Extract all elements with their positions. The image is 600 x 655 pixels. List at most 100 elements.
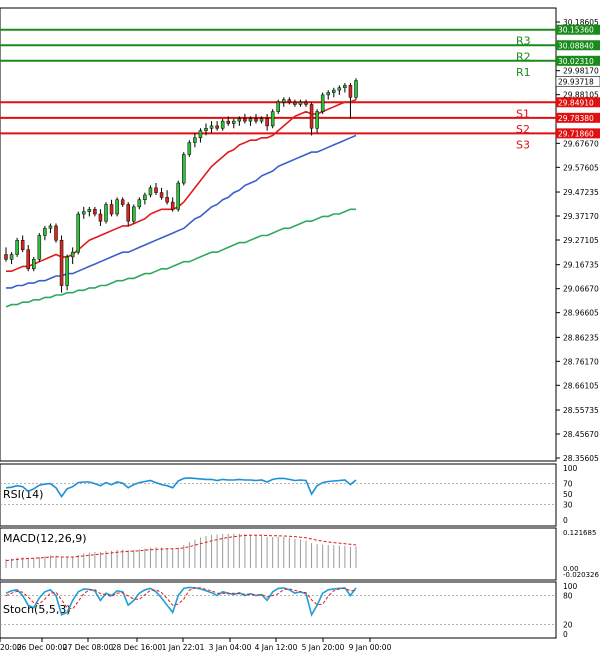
time-tick-label: 5 Jan 20:00 <box>302 643 345 652</box>
candle-body <box>193 137 197 143</box>
rsi-panel-frame <box>0 463 557 527</box>
candle-body <box>26 249 30 270</box>
candle-body <box>126 204 130 222</box>
candle-body <box>115 199 119 215</box>
price-tick-label: 28.55735 <box>563 406 599 415</box>
price-tick-label: 29.06670 <box>563 285 599 294</box>
candle-body <box>354 80 358 98</box>
candle-body <box>98 213 103 222</box>
candle-body <box>132 206 136 222</box>
ma-blue-line <box>6 134 357 289</box>
rsi-title: RSI(14) <box>3 488 43 501</box>
level-tag <box>556 112 600 123</box>
time-tick-label: 9 Jan 00:00 <box>349 643 392 652</box>
candle-body <box>220 120 225 129</box>
candle-body <box>348 85 353 98</box>
candle-body <box>32 259 36 270</box>
macd-tick-label: 0.00 <box>563 565 579 573</box>
current-price-label: 29.93718 <box>558 77 594 86</box>
time-tick-label: 4 Jan 12:00 <box>255 643 298 652</box>
candle-body <box>226 120 230 124</box>
rsi-tick-label: 70 <box>563 480 573 489</box>
macd-series: 0.121685 0.00-0.020326 <box>5 529 599 579</box>
candle-body <box>65 256 69 286</box>
price-tick-label: 29.98170 <box>563 67 599 76</box>
candle-body <box>232 120 236 124</box>
candle-body <box>315 111 319 129</box>
rsi-tick-label: 50 <box>563 490 573 499</box>
price-tick-label: 29.16735 <box>563 261 599 270</box>
candle-body <box>93 209 97 215</box>
level-tag <box>556 97 600 108</box>
stoch-title: Stoch(5,5,3) <box>3 603 71 616</box>
rsi-tick-label: 30 <box>563 500 573 509</box>
price-tick-label: 29.37170 <box>563 212 599 221</box>
stoch-panel-frame <box>0 581 557 639</box>
candle-body <box>265 118 269 127</box>
macd-panel: MACD(12,26,9) 0.121685 0.00-0.020326 <box>0 527 599 581</box>
stoch-tick-label: 80 <box>563 592 573 601</box>
candle-body <box>120 199 125 205</box>
price-tick-label: 29.47235 <box>563 188 599 197</box>
rsi-tick-label: 0 <box>563 516 568 525</box>
ma-red-line <box>6 98 357 273</box>
level-tag-label: 29.71860 <box>558 129 594 138</box>
macd-signal-line <box>5 534 357 562</box>
candle-body <box>82 211 86 215</box>
macd-title: MACD(12,26,9) <box>3 532 87 545</box>
candle-body <box>37 235 42 260</box>
candle-body <box>259 118 264 122</box>
candle-body <box>276 101 280 112</box>
price-tick-label: 30.18605 <box>563 18 599 27</box>
candle-body <box>309 104 314 129</box>
candle-body <box>104 204 108 222</box>
time-tick-label: 1 Jan 22:01 <box>162 643 205 652</box>
stoch-d-line <box>5 587 357 610</box>
candle-body <box>137 199 142 208</box>
candle-body <box>287 99 292 103</box>
level-tag <box>556 24 600 35</box>
level-tag-label: 30.15360 <box>558 26 594 35</box>
candle-body <box>204 128 208 131</box>
candle-body <box>243 118 247 122</box>
level-tag-label: 29.84910 <box>558 98 594 107</box>
level-tag <box>556 128 600 139</box>
candle-body <box>9 254 14 260</box>
level-price-tags: 30.15360 30.08840 30.02310 29.84910 29.78380… <box>555 24 600 139</box>
candle-body <box>343 85 347 89</box>
candle-body <box>143 194 147 200</box>
stoch-tick-label: 20 <box>563 620 573 629</box>
level-tag-label: 30.08840 <box>558 41 594 50</box>
stoch-tick-label: 0 <box>563 630 568 639</box>
macd-tick-label: 0.121685 <box>563 529 596 537</box>
rsi-tick-label: 100 <box>563 464 578 473</box>
stoch-tick-label: 100 <box>563 582 578 591</box>
price-tick-label: 28.66105 <box>563 381 599 390</box>
level-tag <box>556 55 600 66</box>
candle-body <box>165 197 169 203</box>
candle-body <box>304 101 308 105</box>
candle-body <box>282 99 286 103</box>
candle-body <box>87 209 92 212</box>
candle-body <box>215 125 219 129</box>
level-name: R1 <box>516 66 531 79</box>
candle-body <box>20 239 25 251</box>
time-tick-label: 26 Dec 00:00 <box>17 643 68 652</box>
price-tick-label: 28.35605 <box>563 454 599 463</box>
price-tick-label: 28.96605 <box>563 309 599 318</box>
level-tag-label: 29.78380 <box>558 114 594 123</box>
candle-body <box>54 225 58 241</box>
stoch-k-line <box>5 586 357 617</box>
candle-body <box>270 111 275 127</box>
candle-body <box>209 125 214 129</box>
candle-body <box>337 87 342 91</box>
candle-body <box>70 251 75 258</box>
price-tick-label: 29.27105 <box>563 236 599 245</box>
moving-averages <box>5 98 357 308</box>
candle-body <box>170 201 175 210</box>
time-tick-label: 27 Dec 08:00 <box>63 643 114 652</box>
